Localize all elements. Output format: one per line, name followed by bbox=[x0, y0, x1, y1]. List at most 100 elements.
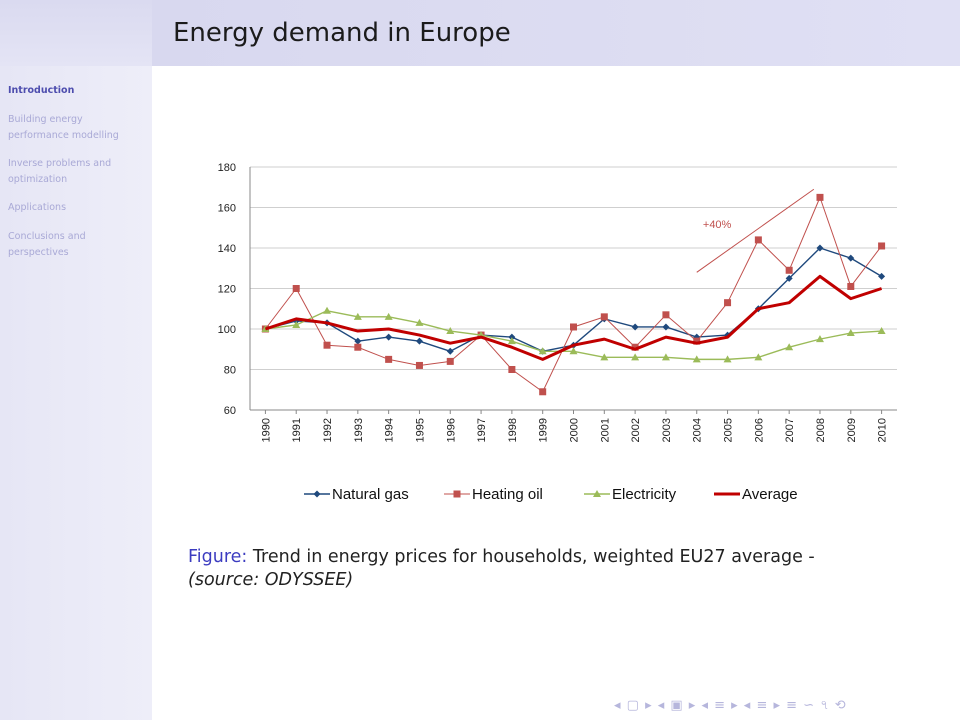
data-point bbox=[847, 254, 855, 262]
legend-label: Heating oil bbox=[472, 486, 543, 503]
x-tick-label: 1992 bbox=[322, 418, 334, 442]
x-tick-label: 2000 bbox=[569, 418, 581, 442]
x-tick-label: 1999 bbox=[538, 418, 550, 442]
data-point bbox=[570, 323, 577, 331]
x-tick-label: 2004 bbox=[692, 418, 704, 442]
y-tick-label: 160 bbox=[218, 203, 236, 215]
data-point bbox=[724, 299, 732, 307]
data-point bbox=[631, 343, 639, 351]
data-point bbox=[292, 320, 301, 328]
sidebar-item-introduction[interactable]: Introduction bbox=[8, 85, 75, 96]
data-point bbox=[816, 193, 824, 201]
caption-source: (source: ODYSSEE) bbox=[188, 570, 354, 590]
data-point bbox=[354, 337, 362, 345]
data-point bbox=[878, 272, 886, 280]
x-tick-label: 2009 bbox=[846, 418, 858, 442]
data-point bbox=[600, 353, 609, 361]
x-tick-label: 2010 bbox=[877, 418, 889, 442]
legend-marker bbox=[593, 490, 601, 497]
data-point bbox=[815, 335, 824, 343]
beamer-navigation-symbols[interactable]: ◂ ▢ ▸ ◂ ▣ ▸ ◂ ≡ ▸ ◂ ≡ ▸ ≡ ∽ ৭ ⟲ bbox=[614, 698, 847, 713]
sidebar: Introduction Building energy performance… bbox=[0, 0, 152, 720]
data-point bbox=[446, 347, 454, 355]
x-tick-label: 2003 bbox=[661, 418, 673, 442]
legend-label: Average bbox=[742, 486, 798, 503]
data-point bbox=[785, 343, 794, 351]
data-point bbox=[723, 355, 732, 363]
frame-header bbox=[152, 0, 960, 66]
data-point bbox=[878, 242, 886, 250]
legend-marker bbox=[453, 490, 461, 498]
data-point bbox=[785, 266, 793, 274]
x-tick-label: 1997 bbox=[476, 418, 488, 442]
data-point bbox=[693, 337, 701, 345]
data-point bbox=[816, 244, 824, 252]
data-point bbox=[385, 355, 393, 363]
sidebar-header-band bbox=[0, 0, 152, 66]
data-point bbox=[292, 285, 300, 292]
data-point bbox=[538, 347, 547, 355]
x-tick-label: 2005 bbox=[723, 418, 735, 442]
data-point bbox=[600, 313, 608, 321]
data-point bbox=[446, 327, 455, 335]
y-tick-label: 80 bbox=[224, 365, 236, 377]
x-tick-label: 1993 bbox=[353, 418, 365, 442]
series-line-heating-oil bbox=[265, 196, 882, 393]
data-point bbox=[785, 274, 793, 282]
data-point bbox=[508, 366, 516, 373]
data-point bbox=[446, 357, 454, 365]
legend-label: Electricity bbox=[612, 486, 677, 503]
x-tick-label: 2006 bbox=[753, 418, 765, 442]
series-line-average bbox=[264, 274, 883, 361]
data-point bbox=[415, 337, 423, 345]
data-point bbox=[385, 333, 393, 341]
data-point bbox=[754, 353, 763, 361]
sidebar-item-conclusions[interactable]: Conclusions and perspectives bbox=[8, 231, 86, 258]
y-tick-label: 120 bbox=[218, 284, 236, 296]
data-point bbox=[384, 312, 393, 320]
x-tick-label: 1998 bbox=[507, 418, 519, 442]
data-point bbox=[323, 341, 331, 349]
data-point bbox=[662, 311, 670, 319]
data-point bbox=[692, 355, 701, 363]
x-tick-label: 1996 bbox=[445, 418, 457, 442]
x-tick-label: 1990 bbox=[260, 418, 272, 442]
y-tick-label: 100 bbox=[218, 324, 236, 336]
data-point bbox=[631, 353, 640, 361]
data-point bbox=[631, 323, 639, 331]
series-line-natural-gas bbox=[265, 247, 882, 352]
data-point bbox=[508, 333, 516, 341]
frame-title: Energy demand in Europe bbox=[173, 18, 511, 48]
y-tick-label: 140 bbox=[218, 243, 236, 255]
data-point bbox=[877, 327, 886, 335]
data-point bbox=[846, 329, 855, 337]
caption-prefix: Figure: bbox=[188, 547, 248, 567]
x-tick-label: 2001 bbox=[599, 418, 611, 442]
caption-text: Trend in energy prices for households, w… bbox=[252, 547, 815, 567]
x-tick-label: 1991 bbox=[291, 418, 303, 442]
data-point bbox=[354, 343, 362, 351]
sidebar-item-building-energy-modelling[interactable]: Building energy performance modelling bbox=[8, 114, 119, 141]
legend-marker bbox=[313, 490, 321, 498]
data-point bbox=[847, 282, 855, 290]
sidebar-item-inverse-problems[interactable]: Inverse problems and optimization bbox=[8, 158, 112, 185]
data-point bbox=[539, 388, 547, 396]
figure-caption: Figure: Trend in energy prices for house… bbox=[188, 546, 888, 592]
x-tick-label: 1995 bbox=[414, 418, 426, 442]
x-tick-label: 2008 bbox=[815, 418, 827, 442]
data-point bbox=[754, 236, 762, 244]
annotation-label: +40% bbox=[703, 219, 732, 231]
data-point bbox=[415, 361, 423, 369]
data-point bbox=[662, 323, 670, 331]
data-point bbox=[661, 353, 670, 361]
line-chart: 60 80 100 120 140 160 180 1990 1991 1992 1993 1994 1… bbox=[218, 162, 897, 503]
sidebar-item-applications[interactable]: Applications bbox=[8, 202, 67, 213]
data-point bbox=[507, 337, 516, 345]
legend-label: Natural gas bbox=[332, 486, 409, 503]
x-tick-label: 2002 bbox=[630, 418, 642, 442]
y-tick-label: 180 bbox=[218, 162, 236, 174]
data-point bbox=[323, 306, 332, 314]
x-tick-label: 2007 bbox=[784, 418, 796, 442]
y-tick-label: 60 bbox=[224, 405, 236, 417]
